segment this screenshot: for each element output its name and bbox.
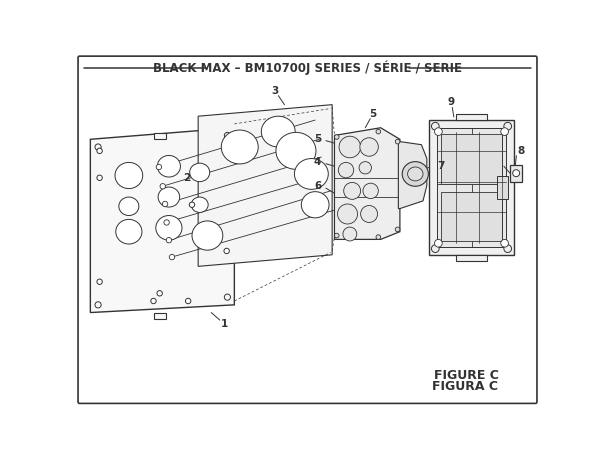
Text: 5: 5 xyxy=(370,109,377,119)
Ellipse shape xyxy=(221,130,258,164)
Circle shape xyxy=(224,132,230,138)
Ellipse shape xyxy=(158,187,179,207)
Polygon shape xyxy=(91,128,235,313)
Circle shape xyxy=(501,128,508,136)
Circle shape xyxy=(339,136,361,158)
Circle shape xyxy=(376,235,380,239)
Circle shape xyxy=(431,245,439,253)
Circle shape xyxy=(361,206,377,222)
Ellipse shape xyxy=(301,192,329,218)
Circle shape xyxy=(95,302,101,308)
Circle shape xyxy=(376,129,380,134)
Text: BLACK MAX – BM10700J SERIES / SÉRIE / SERIE: BLACK MAX – BM10700J SERIES / SÉRIE / SE… xyxy=(153,61,462,75)
Ellipse shape xyxy=(116,219,142,244)
Text: FIGURA C: FIGURA C xyxy=(433,380,499,393)
Circle shape xyxy=(431,122,439,130)
Polygon shape xyxy=(510,165,523,182)
Polygon shape xyxy=(154,133,166,139)
Circle shape xyxy=(334,233,339,238)
Text: 4: 4 xyxy=(314,157,322,167)
Text: 5: 5 xyxy=(314,134,322,144)
Ellipse shape xyxy=(191,197,208,212)
Text: 3: 3 xyxy=(272,86,279,96)
Circle shape xyxy=(359,162,371,174)
Circle shape xyxy=(395,139,400,144)
Circle shape xyxy=(504,122,512,130)
Polygon shape xyxy=(456,255,487,261)
Ellipse shape xyxy=(157,156,181,177)
Circle shape xyxy=(97,279,102,284)
Text: 8: 8 xyxy=(517,146,524,156)
Polygon shape xyxy=(497,176,508,199)
Text: 2: 2 xyxy=(183,173,190,183)
Circle shape xyxy=(334,135,339,139)
Text: 7: 7 xyxy=(437,161,444,171)
Text: FIGURE C: FIGURE C xyxy=(434,369,499,382)
Circle shape xyxy=(338,204,358,224)
FancyBboxPatch shape xyxy=(78,56,537,404)
Ellipse shape xyxy=(192,221,223,250)
Circle shape xyxy=(164,220,169,225)
Circle shape xyxy=(224,248,229,253)
Circle shape xyxy=(97,175,102,181)
Circle shape xyxy=(434,239,442,247)
Circle shape xyxy=(166,238,172,243)
Circle shape xyxy=(160,183,166,189)
Circle shape xyxy=(360,138,379,156)
Polygon shape xyxy=(456,114,487,120)
Polygon shape xyxy=(224,124,235,131)
Ellipse shape xyxy=(402,162,428,186)
Text: 6: 6 xyxy=(314,181,322,191)
Polygon shape xyxy=(154,313,166,318)
Circle shape xyxy=(185,298,191,303)
Ellipse shape xyxy=(295,158,328,189)
Circle shape xyxy=(338,162,354,178)
Polygon shape xyxy=(441,192,502,241)
Ellipse shape xyxy=(407,167,423,181)
Circle shape xyxy=(163,201,168,207)
Circle shape xyxy=(513,170,520,177)
Ellipse shape xyxy=(119,197,139,216)
Ellipse shape xyxy=(156,216,182,240)
Ellipse shape xyxy=(262,116,295,147)
Text: 1: 1 xyxy=(221,319,228,329)
Polygon shape xyxy=(334,128,400,239)
Circle shape xyxy=(169,254,175,260)
Text: 9: 9 xyxy=(448,97,455,107)
Circle shape xyxy=(224,294,230,300)
Circle shape xyxy=(504,245,512,253)
Circle shape xyxy=(363,183,379,198)
Circle shape xyxy=(434,128,442,136)
Circle shape xyxy=(190,202,194,207)
Polygon shape xyxy=(441,134,502,184)
Circle shape xyxy=(395,227,400,232)
Circle shape xyxy=(156,164,161,170)
Polygon shape xyxy=(198,105,332,266)
Circle shape xyxy=(501,239,508,247)
Circle shape xyxy=(157,291,163,296)
Ellipse shape xyxy=(115,162,143,188)
Circle shape xyxy=(151,298,156,303)
Circle shape xyxy=(95,144,101,150)
Ellipse shape xyxy=(276,132,316,169)
Circle shape xyxy=(343,227,357,241)
Polygon shape xyxy=(429,120,514,255)
Polygon shape xyxy=(398,142,427,208)
Circle shape xyxy=(344,182,361,199)
Polygon shape xyxy=(437,128,506,247)
Circle shape xyxy=(97,148,102,153)
Ellipse shape xyxy=(190,163,210,182)
